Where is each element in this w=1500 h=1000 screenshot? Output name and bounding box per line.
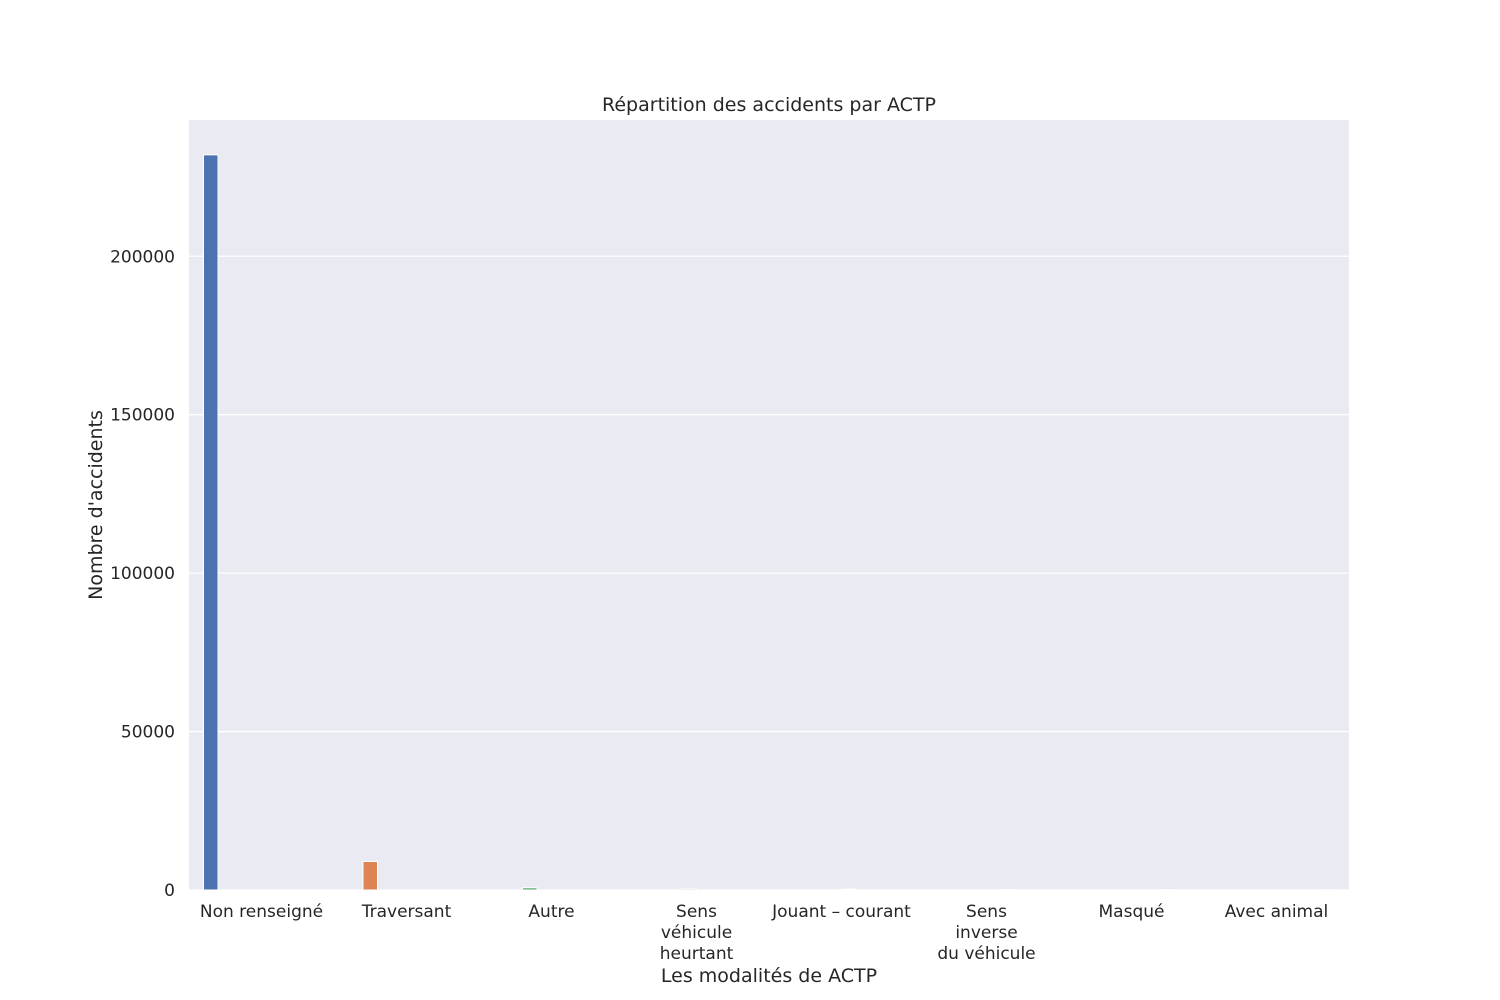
bar [203,154,219,891]
bar [522,887,538,891]
y-tick-labels: 0 50000 100000 150000 200000 [110,247,175,901]
y-tick-label: 100000 [110,564,175,584]
chart-title: Répartition des accidents par ACTP [602,94,936,116]
bar [681,888,697,891]
x-tick-label: Jouant – courant [771,902,911,922]
plot-area [189,120,1349,890]
x-tick-label: Sens inverse du véhicule [937,902,1035,964]
x-tick-label: Autre [528,902,574,922]
grid-lines [189,255,1349,891]
y-tick-label: 0 [164,881,175,901]
x-tick-labels: Non renseigné Traversant Autre Sens véhicule… [200,902,1328,964]
bar [841,888,857,891]
y-tick-label: 50000 [121,723,175,743]
x-tick-label: Non renseigné [200,902,323,922]
x-tick-label: Avec animal [1225,902,1329,922]
y-tick-label: 150000 [110,406,175,426]
x-tick-label: Sens véhicule heurtant [660,902,734,964]
x-axis-title: Les modalités de ACTP [661,965,877,987]
y-tick-label: 200000 [110,247,175,267]
x-tick-label: Masqué [1099,902,1165,922]
y-axis-title: Nombre d'accidents [85,410,107,600]
x-tick-label: Traversant [361,902,452,922]
bars [203,154,1335,891]
bar [362,860,378,891]
